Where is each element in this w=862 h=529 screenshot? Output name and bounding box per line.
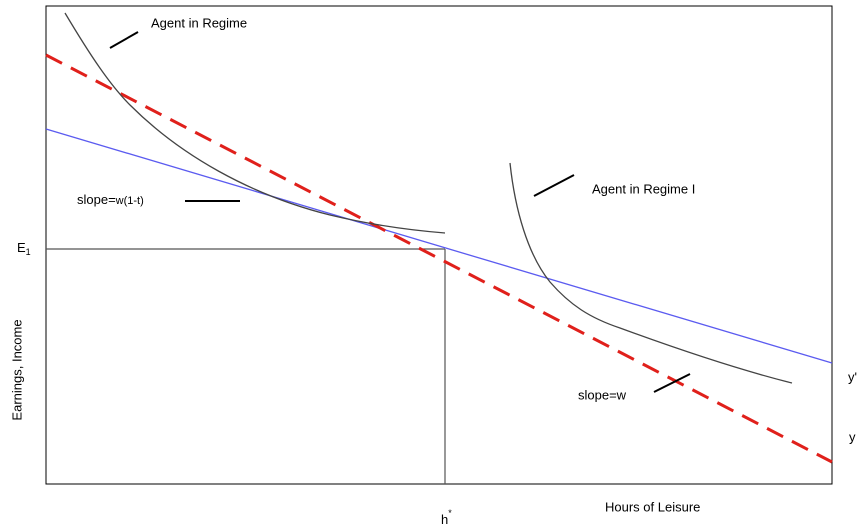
label-part: slope= xyxy=(77,192,116,207)
frame xyxy=(45,5,833,485)
label: slope=w xyxy=(578,387,627,402)
pointer xyxy=(533,174,575,197)
label-part: 1 xyxy=(26,247,31,257)
label: y xyxy=(849,429,856,444)
label-part: E xyxy=(17,240,26,255)
pointer xyxy=(653,373,691,393)
axis-title: Earnings, Income xyxy=(9,319,24,420)
budget-after-tax xyxy=(45,128,833,364)
label: Agent in Regime xyxy=(151,15,247,30)
label: y' xyxy=(848,369,857,384)
pointer xyxy=(109,31,139,49)
label-part: * xyxy=(448,508,452,518)
label: h* xyxy=(441,508,452,527)
label: slope=w(1-t) xyxy=(77,192,144,207)
indifference-curve-2 xyxy=(509,162,793,384)
label: E1 xyxy=(17,240,31,257)
budget-gross xyxy=(45,53,833,464)
indifference-curve-1 xyxy=(64,12,446,234)
label-part: w(1-t) xyxy=(115,195,144,207)
label-part: h xyxy=(441,512,448,527)
axis-title: Hours of Leisure xyxy=(605,499,700,514)
label: Agent in Regime I xyxy=(592,181,695,196)
